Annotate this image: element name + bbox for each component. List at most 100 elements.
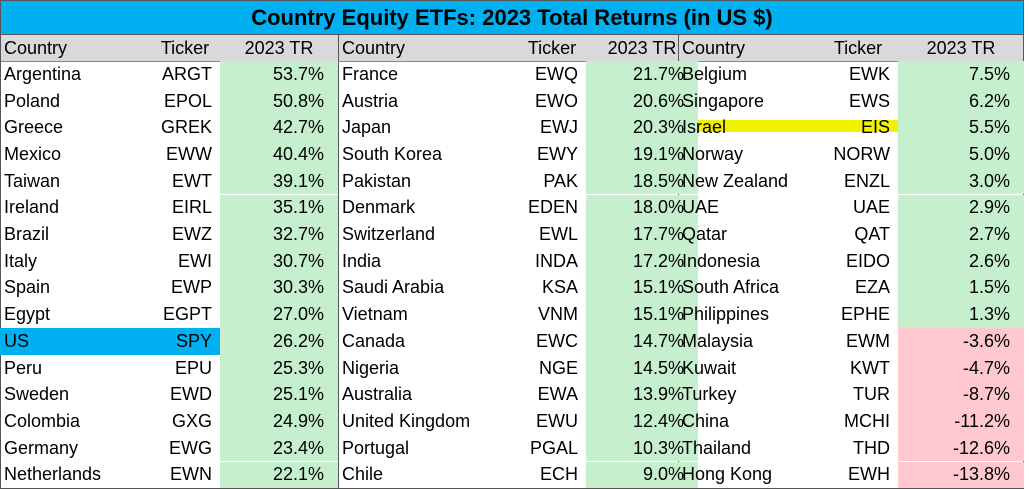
- header-row: Country Ticker 2023 TR: [0, 35, 338, 61]
- table-row: New Zealand ENZL 3.0%: [678, 167, 1024, 195]
- table-row: Nigeria NGE 14.5%: [338, 354, 698, 382]
- country-cell: Qatar: [682, 224, 728, 245]
- ticker-cell: UAE: [852, 197, 890, 218]
- table-row: Switzerland EWL 17.7%: [338, 221, 698, 248]
- header-2023-tr: 2023 TR: [898, 35, 1024, 61]
- header-country: Country: [338, 35, 518, 61]
- table-row: Colombia GXG 24.9%: [0, 408, 338, 435]
- return-cell: 39.1%: [220, 167, 338, 195]
- table-row: France EWQ 21.7%: [338, 61, 698, 88]
- header-country: Country: [0, 35, 150, 61]
- table-row: Turkey TUR -8.7%: [678, 381, 1024, 409]
- table-row: US SPY 26.2%: [0, 328, 338, 355]
- header-country: Country: [678, 35, 818, 61]
- ticker-cell: EDEN: [527, 197, 578, 218]
- table-row: Greece GREK 42.7%: [0, 114, 338, 142]
- country-cell: Pakistan: [342, 170, 412, 191]
- table-row: Germany EWG 23.4%: [0, 434, 338, 462]
- return-cell: 3.0%: [898, 167, 1024, 195]
- return-cell: 30.7%: [220, 247, 338, 275]
- return-cell: 50.8%: [220, 87, 338, 115]
- return-cell: 10.3%: [586, 434, 698, 462]
- table-row: Italy EWI 30.7%: [0, 247, 338, 275]
- ticker-cell: EWO: [535, 90, 578, 111]
- ticker-cell: EGPT: [162, 304, 212, 325]
- table-row: Belgium EWK 7.5%: [678, 61, 1024, 88]
- table-row: South Korea EWY 19.1%: [338, 141, 698, 168]
- country-cell: Nigeria: [342, 357, 400, 378]
- country-cell: Denmark: [342, 197, 416, 218]
- country-cell: Philippines: [682, 304, 770, 325]
- return-cell: 5.5%: [898, 114, 1024, 142]
- return-cell: 9.0%: [586, 461, 698, 489]
- ticker-cell: EIRL: [171, 197, 212, 218]
- return-cell: -13.8%: [898, 461, 1024, 489]
- table-row: Vietnam VNM 15.1%: [338, 301, 698, 328]
- table-row: China MCHI -11.2%: [678, 408, 1024, 435]
- ticker-cell: THD: [853, 437, 890, 458]
- ticker-cell: EWU: [536, 410, 578, 431]
- country-cell: Canada: [342, 330, 406, 351]
- table-row: Malaysia EWM -3.6%: [678, 328, 1024, 355]
- return-cell: 20.3%: [586, 114, 698, 142]
- ticker-cell: EWM: [846, 330, 890, 351]
- ticker-cell: EWL: [538, 224, 578, 245]
- return-cell: 21.7%: [586, 61, 698, 88]
- header-2023-tr: 2023 TR: [220, 35, 338, 61]
- country-cell: US: [0, 328, 150, 355]
- ticker-cell: EWK: [848, 63, 890, 84]
- country-cell: Portugal: [342, 437, 410, 458]
- ticker-cell: NORW: [833, 143, 890, 164]
- country-cell: Thailand: [682, 437, 752, 458]
- country-cell: France: [342, 63, 399, 84]
- table-row: Saudi Arabia KSA 15.1%: [338, 274, 698, 302]
- country-cell: Mexico: [4, 143, 62, 164]
- return-cell: 12.4%: [586, 408, 698, 435]
- table-title: Country Equity ETFs: 2023 Total Returns …: [0, 0, 1024, 35]
- country-cell: Japan: [342, 117, 392, 138]
- return-cell: 23.4%: [220, 434, 338, 462]
- ticker-cell: EIS: [860, 117, 890, 138]
- return-cell: 25.3%: [220, 354, 338, 382]
- table-row: Egypt EGPT 27.0%: [0, 301, 338, 328]
- country-cell: Colombia: [4, 410, 81, 431]
- country-cell: Italy: [4, 250, 38, 271]
- country-cell: Saudi Arabia: [342, 277, 445, 298]
- country-cell: Vietnam: [342, 304, 408, 325]
- return-cell: 19.1%: [586, 141, 698, 168]
- country-cell: Poland: [4, 90, 61, 111]
- return-cell: 40.4%: [220, 141, 338, 168]
- table-row: Thailand THD -12.6%: [678, 434, 1024, 462]
- country-cell: Greece: [4, 117, 64, 138]
- country-cell: Turkey: [682, 384, 737, 405]
- table-block-3: Country Ticker 2023 TR Belgium EWK 7.5% Singap…: [678, 35, 1024, 489]
- table-row: Netherlands EWN 22.1%: [0, 461, 338, 489]
- ticker-cell: SPY: [150, 328, 220, 355]
- table-block-1: Country Ticker 2023 TR Argentina ARGT 53.7% Po…: [0, 35, 338, 489]
- ticker-cell: KSA: [541, 277, 578, 298]
- ticker-cell: PAK: [543, 170, 578, 191]
- return-cell: -12.6%: [898, 434, 1024, 462]
- ticker-cell: EZA: [854, 277, 890, 298]
- table-row: Poland EPOL 50.8%: [0, 87, 338, 115]
- country-cell: Argentina: [4, 63, 82, 84]
- ticker-cell: EWD: [170, 384, 212, 405]
- ticker-cell: EWS: [848, 90, 890, 111]
- return-cell: -11.2%: [898, 408, 1024, 435]
- ticker-cell: MCHI: [844, 410, 890, 431]
- country-cell: Germany: [4, 437, 79, 458]
- country-cell: Ireland: [4, 197, 60, 218]
- ticker-cell: EWQ: [535, 63, 578, 84]
- table-row: Argentina ARGT 53.7%: [0, 61, 338, 88]
- table-row: Peru EPU 25.3%: [0, 354, 338, 382]
- country-cell: Brazil: [4, 224, 50, 245]
- ticker-cell: EPOL: [163, 90, 212, 111]
- return-cell: 5.0%: [898, 141, 1024, 168]
- table-row: Israel EIS 5.5%: [678, 114, 1024, 142]
- table-row: UAE UAE 2.9%: [678, 194, 1024, 222]
- ticker-cell: EWH: [848, 464, 890, 485]
- table-row: Spain EWP 30.3%: [0, 274, 338, 302]
- return-cell: 25.1%: [220, 381, 338, 409]
- ticker-cell: EPHE: [840, 304, 890, 325]
